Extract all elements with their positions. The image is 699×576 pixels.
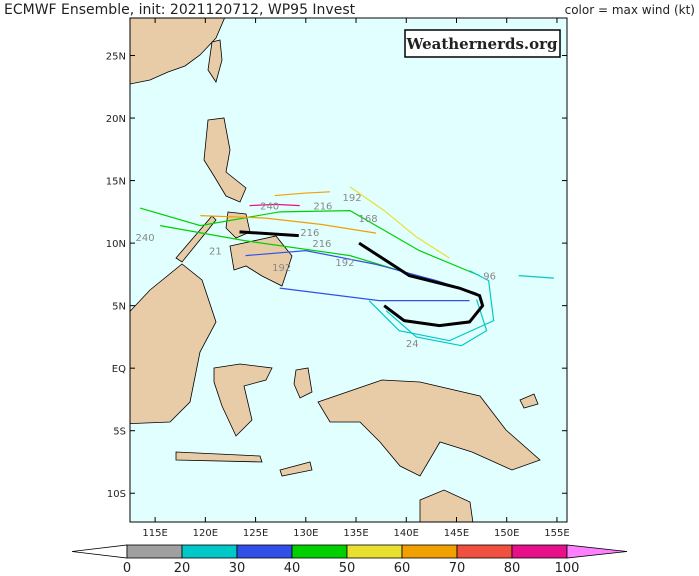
y-tick-label: 20N xyxy=(106,114,126,125)
ensemble-track xyxy=(200,214,377,234)
watermark: Weathernerds.org xyxy=(405,35,558,53)
track-label: 216 xyxy=(312,239,331,250)
track-label: 21 xyxy=(209,247,222,258)
ensemble-track xyxy=(139,207,480,277)
ensemble-track xyxy=(279,287,470,302)
colorbar-segment xyxy=(236,544,293,559)
colorbar-label: 0 xyxy=(123,561,131,576)
track-label: 24 xyxy=(406,339,419,350)
x-tick-label: 140E xyxy=(394,528,419,539)
colorbar-label: 70 xyxy=(449,561,466,576)
y-tick-label: 10N xyxy=(106,239,126,250)
track-label: 216 xyxy=(313,202,332,213)
colorbar-segment xyxy=(346,544,403,559)
track-label: 240 xyxy=(260,202,279,213)
colorbar-label: 60 xyxy=(394,561,411,576)
colorbar-label: 100 xyxy=(555,561,580,576)
color-note: color = max wind (kt) xyxy=(565,3,695,17)
x-tick-label: 135E xyxy=(343,528,368,539)
track-label: 240 xyxy=(136,233,155,244)
colorbar-segment xyxy=(456,544,513,559)
colorbar-label: 30 xyxy=(229,561,246,576)
colorbar-label: 40 xyxy=(284,561,301,576)
colorbar-segment xyxy=(181,544,238,559)
mean-track xyxy=(239,230,299,238)
track-label: 192 xyxy=(272,263,291,274)
x-tick-label: 130E xyxy=(293,528,318,539)
ensemble-track xyxy=(385,299,488,347)
colorbar-under xyxy=(71,544,128,559)
y-tick-label: 10S xyxy=(107,489,126,500)
ensemble-track xyxy=(349,186,450,259)
y-tick-label: 25N xyxy=(106,52,126,63)
x-tick-label: 145E xyxy=(444,528,469,539)
colorbar-label: 80 xyxy=(504,561,521,576)
x-tick-label: 150E xyxy=(494,528,519,539)
y-tick-label: 5S xyxy=(113,427,126,438)
y-tick-label: 15N xyxy=(106,177,126,188)
watermark-box xyxy=(404,29,561,58)
colorbar-label: 20 xyxy=(174,561,191,576)
colorbar-segment xyxy=(511,544,568,559)
colorbar-segment xyxy=(401,544,458,559)
mean-track xyxy=(358,241,485,328)
colorbar-label: 50 xyxy=(339,561,356,576)
ensemble-track xyxy=(249,203,300,207)
x-tick-label: 120E xyxy=(193,528,218,539)
x-tick-label: 115E xyxy=(142,528,167,539)
colorbar-segment xyxy=(291,544,348,559)
colorbar-segment xyxy=(126,544,183,559)
colorbar-over xyxy=(566,544,628,559)
y-tick-label: EQ xyxy=(112,364,126,375)
track-label: 168 xyxy=(359,214,378,225)
track-label: 192 xyxy=(342,193,361,204)
track-label: 96 xyxy=(483,272,496,283)
ensemble-track xyxy=(274,191,330,197)
x-tick-label: 155E xyxy=(544,528,569,539)
map-frame xyxy=(129,17,568,523)
x-tick-label: 125E xyxy=(243,528,268,539)
title: ECMWF Ensemble, init: 2021120712, WP95 I… xyxy=(4,2,356,18)
ensemble-track xyxy=(368,270,495,342)
track-label: 192 xyxy=(335,258,354,269)
ensemble-track xyxy=(518,275,554,279)
y-tick-label: 5N xyxy=(112,302,126,313)
track-label: 216 xyxy=(300,228,319,239)
